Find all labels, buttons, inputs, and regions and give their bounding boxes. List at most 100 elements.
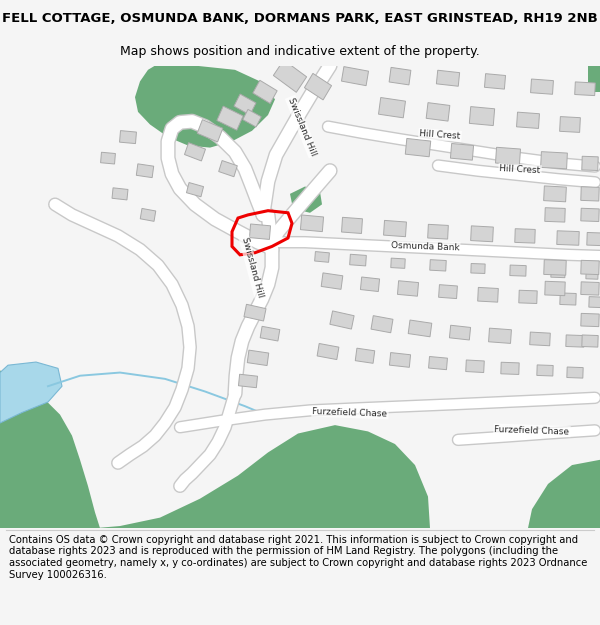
Polygon shape: [371, 316, 393, 332]
Polygon shape: [341, 67, 368, 86]
Polygon shape: [582, 335, 598, 347]
Polygon shape: [304, 73, 332, 100]
Polygon shape: [451, 144, 473, 160]
Polygon shape: [350, 254, 367, 266]
Polygon shape: [391, 258, 405, 268]
Text: Swissland Hill: Swissland Hill: [239, 236, 265, 299]
Polygon shape: [557, 231, 579, 245]
Polygon shape: [428, 356, 448, 369]
Polygon shape: [430, 259, 446, 271]
Text: Osmunda Bank: Osmunda Bank: [391, 241, 460, 252]
Polygon shape: [389, 352, 410, 367]
Polygon shape: [408, 320, 432, 337]
Text: Hill Crest: Hill Crest: [419, 129, 461, 141]
Polygon shape: [484, 74, 506, 89]
Polygon shape: [470, 226, 493, 242]
Polygon shape: [560, 293, 576, 305]
Polygon shape: [566, 335, 584, 347]
Polygon shape: [119, 131, 136, 144]
Polygon shape: [112, 188, 128, 200]
Polygon shape: [314, 252, 329, 262]
Polygon shape: [586, 271, 598, 279]
Polygon shape: [140, 208, 156, 221]
Polygon shape: [530, 79, 553, 94]
Polygon shape: [290, 186, 322, 213]
Polygon shape: [397, 281, 419, 296]
Polygon shape: [234, 94, 256, 115]
Polygon shape: [575, 82, 595, 96]
Polygon shape: [250, 224, 271, 239]
Polygon shape: [537, 365, 553, 376]
Polygon shape: [330, 311, 354, 329]
Polygon shape: [567, 367, 583, 378]
Polygon shape: [218, 161, 238, 177]
Polygon shape: [544, 186, 566, 202]
Polygon shape: [528, 460, 600, 528]
Polygon shape: [545, 208, 565, 222]
Polygon shape: [517, 112, 539, 128]
Polygon shape: [530, 332, 550, 346]
Polygon shape: [355, 348, 375, 363]
Polygon shape: [405, 139, 431, 157]
Polygon shape: [469, 107, 494, 126]
Polygon shape: [260, 326, 280, 341]
Polygon shape: [426, 102, 450, 121]
Text: Furzefield Chase: Furzefield Chase: [494, 424, 569, 436]
Polygon shape: [439, 284, 457, 299]
Polygon shape: [581, 313, 599, 327]
Polygon shape: [247, 350, 269, 366]
Text: Map shows position and indicative extent of the property.: Map shows position and indicative extent…: [120, 45, 480, 58]
Polygon shape: [217, 106, 243, 130]
Polygon shape: [471, 264, 485, 274]
Polygon shape: [581, 282, 599, 295]
Polygon shape: [581, 187, 599, 201]
Polygon shape: [253, 80, 277, 104]
Polygon shape: [383, 221, 406, 237]
Text: Contains OS data © Crown copyright and database right 2021. This information is : Contains OS data © Crown copyright and d…: [9, 535, 587, 579]
Text: FELL COTTAGE, OSMUNDA BANK, DORMANS PARK, EAST GRINSTEAD, RH19 2NB: FELL COTTAGE, OSMUNDA BANK, DORMANS PARK…: [2, 12, 598, 25]
Polygon shape: [428, 224, 448, 239]
Polygon shape: [321, 273, 343, 289]
Polygon shape: [588, 66, 600, 92]
Polygon shape: [101, 152, 115, 164]
Polygon shape: [436, 70, 460, 86]
Text: Swissland Hill: Swissland Hill: [286, 96, 318, 157]
Polygon shape: [587, 232, 600, 246]
Polygon shape: [510, 265, 526, 276]
Polygon shape: [389, 68, 411, 85]
Polygon shape: [135, 66, 275, 148]
Polygon shape: [244, 304, 266, 321]
Polygon shape: [379, 98, 406, 118]
Polygon shape: [0, 362, 62, 423]
Polygon shape: [519, 290, 537, 304]
Polygon shape: [466, 360, 484, 372]
Polygon shape: [589, 297, 600, 308]
Polygon shape: [243, 109, 261, 127]
Text: Furzefield Chase: Furzefield Chase: [313, 407, 388, 418]
Polygon shape: [581, 208, 599, 221]
Polygon shape: [136, 164, 154, 177]
Polygon shape: [95, 425, 430, 528]
Polygon shape: [560, 117, 580, 132]
Polygon shape: [581, 260, 599, 274]
Polygon shape: [184, 142, 206, 161]
Polygon shape: [501, 362, 519, 374]
Polygon shape: [274, 60, 307, 92]
Polygon shape: [582, 156, 598, 171]
Polygon shape: [187, 182, 203, 197]
Polygon shape: [0, 371, 100, 528]
Polygon shape: [238, 374, 257, 388]
Polygon shape: [545, 281, 565, 296]
Polygon shape: [544, 259, 566, 275]
Polygon shape: [551, 268, 565, 278]
Polygon shape: [301, 215, 323, 232]
Polygon shape: [317, 344, 339, 359]
Polygon shape: [449, 325, 470, 340]
Polygon shape: [478, 288, 499, 302]
Polygon shape: [361, 277, 380, 291]
Text: Hill Crest: Hill Crest: [499, 164, 541, 175]
Polygon shape: [515, 229, 535, 243]
Polygon shape: [496, 148, 520, 165]
Polygon shape: [197, 119, 223, 142]
Polygon shape: [488, 328, 511, 343]
